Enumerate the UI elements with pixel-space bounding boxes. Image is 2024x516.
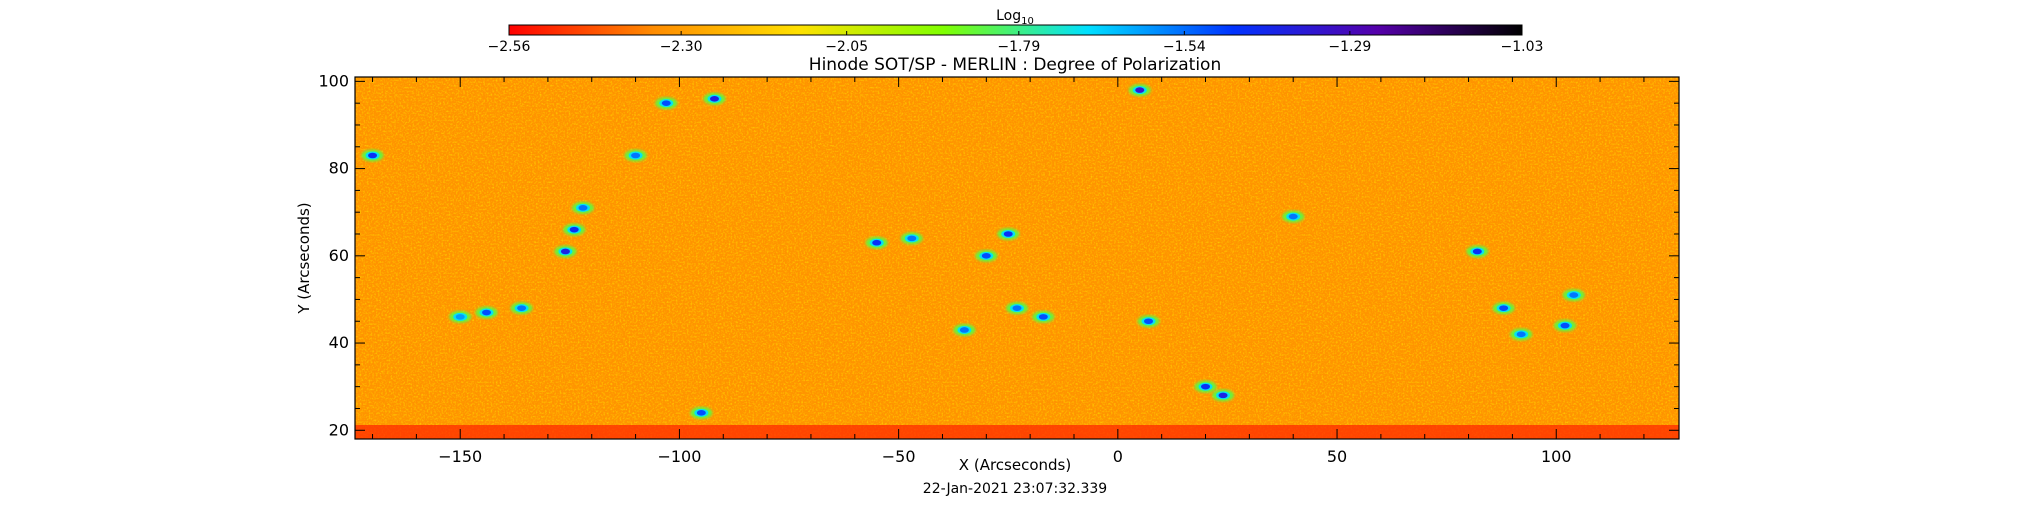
- y-axis-label: Y (Arcseconds): [295, 202, 313, 314]
- heatmap-bottom-edge: [355, 425, 1679, 439]
- x-tick-label: 0: [1113, 447, 1123, 466]
- patch-core: [1003, 231, 1013, 237]
- heatmap-texture-dark: [355, 77, 1679, 439]
- colorbar-gradient: [508, 24, 1523, 36]
- patch-core: [517, 305, 527, 311]
- x-tick-label: 100: [1541, 447, 1572, 466]
- patch-core: [578, 205, 588, 211]
- y-tick-label: 100: [318, 71, 349, 90]
- patch-core: [482, 309, 492, 316]
- y-tick-label: 20: [329, 420, 349, 439]
- patch-core: [1499, 305, 1509, 311]
- patch-core: [1144, 318, 1154, 325]
- x-tick-label: −100: [657, 447, 701, 466]
- patch-core: [709, 96, 719, 102]
- patch-core: [1135, 87, 1145, 93]
- patch-core: [1218, 392, 1228, 399]
- y-tick-label: 40: [329, 333, 349, 352]
- timestamp: 22-Jan-2021 23:07:32.339: [923, 481, 1107, 497]
- colorbar-ticks: −2.56 −2.30 −2.05 −1.79 −1.54 −1.29 −1.03: [488, 31, 1544, 55]
- patch-core: [1012, 305, 1022, 311]
- patch-core: [1472, 248, 1482, 255]
- colorbar-tick-label: −1.03: [1501, 39, 1544, 55]
- patch-core: [1516, 331, 1526, 338]
- colorbar-label: Log10: [996, 8, 1034, 27]
- patch-core: [1560, 322, 1570, 329]
- patch-core: [569, 226, 579, 233]
- patch-core: [661, 100, 671, 106]
- x-tick-label: −50: [882, 447, 916, 466]
- patch-core: [696, 410, 706, 416]
- patch-core: [1569, 292, 1579, 298]
- y-tick-label: 60: [329, 246, 349, 265]
- chart-title: Hinode SOT/SP - MERLIN : Degree of Polar…: [809, 55, 1221, 75]
- patch-core: [907, 235, 917, 242]
- patch-core: [631, 152, 641, 159]
- x-tick-label: −150: [438, 447, 482, 466]
- patch-core: [455, 314, 465, 320]
- patch-core: [560, 248, 570, 255]
- colorbar-tick-label: −2.56: [488, 39, 531, 55]
- colorbar-tick-label: −1.54: [1163, 39, 1206, 55]
- patch-core: [1038, 314, 1048, 320]
- heatmap-image: [355, 77, 1679, 439]
- patch-core: [1201, 383, 1211, 390]
- polarization-patches: [361, 84, 1585, 419]
- y-tick-label: 80: [329, 159, 349, 178]
- colorbar-tick-label: −1.79: [997, 39, 1040, 55]
- colorbar: Log10 −2.56 −2.30 −2.05 −1.79 −1.54 −1.29 −1.0…: [488, 8, 1544, 55]
- x-axis: −150 −100 −50 0 50 100: [372, 77, 1645, 466]
- plot-frame: [354, 76, 1680, 440]
- patch-core: [1288, 213, 1298, 220]
- colorbar-tick-label: −1.29: [1328, 39, 1371, 55]
- patch-core: [981, 253, 991, 259]
- patch-core: [368, 152, 378, 159]
- patch-core: [872, 239, 882, 246]
- colorbar-tick-label: −2.30: [660, 39, 703, 55]
- colorbar-tick-label: −2.05: [825, 39, 868, 55]
- y-axis: 20 40 60 80 100: [318, 71, 1679, 439]
- patch-core: [959, 327, 969, 333]
- x-axis-label: X (Arcseconds): [959, 456, 1071, 474]
- x-tick-label: 50: [1327, 447, 1347, 466]
